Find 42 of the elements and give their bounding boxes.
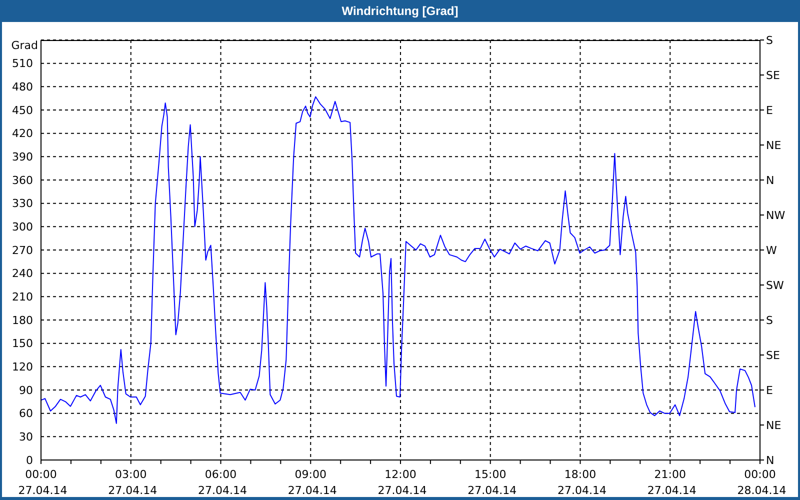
- x-tick-label: 15:00 27.04.14: [464, 468, 517, 497]
- x-tick-label: 21:00 27.04.14: [644, 468, 696, 497]
- y-tick-label: 450: [12, 104, 33, 117]
- y-tick-label: 180: [12, 314, 33, 327]
- y-tick-label: 270: [12, 244, 33, 257]
- y-tick-label: 390: [12, 150, 33, 164]
- x-tick-label: 03:00 27.04.14: [104, 468, 158, 497]
- y-tick-label: 150: [12, 337, 33, 350]
- category-label: W: [766, 244, 777, 257]
- chart-title: Windrichtung [Grad]: [340, 3, 460, 20]
- category-label: S: [766, 34, 773, 47]
- y-tick-label: 360: [12, 174, 33, 187]
- category-label: NW: [766, 208, 786, 222]
- x-tick-label: 09:00 27.04.14: [284, 468, 337, 497]
- x-tick-label: 00:00 27.04.14: [14, 468, 68, 497]
- x-tick-label: 06:00 27.04.14: [194, 468, 247, 497]
- category-label: E: [766, 384, 773, 397]
- y-tick-label: 420: [12, 127, 33, 140]
- y-tick-label: 30: [19, 430, 33, 444]
- x-tick-label: 00:00 28.04.14: [734, 468, 786, 497]
- category-label: N: [766, 454, 774, 467]
- y-tick-label: 90: [19, 384, 33, 397]
- y-axis-title: Grad: [11, 39, 38, 52]
- category-label: SE: [766, 68, 780, 82]
- y-tick-label: 330: [12, 197, 33, 210]
- category-label: E: [766, 104, 773, 117]
- y-tick-label: 0: [26, 454, 33, 467]
- category-label: SE: [766, 348, 780, 362]
- y-tick-label: 240: [12, 267, 33, 280]
- y-tick-label: 120: [12, 360, 33, 374]
- y-tick-label: 60: [19, 407, 33, 420]
- category-label: SW: [766, 278, 784, 292]
- category-label: N: [766, 174, 774, 187]
- x-tick-label: 18:00 27.04.14: [554, 468, 606, 497]
- y-tick-label: 300: [12, 220, 33, 234]
- y-tick-label: 480: [12, 80, 33, 94]
- x-tick-label: 12:00 27.04.14: [374, 468, 427, 497]
- category-label: NE: [766, 138, 782, 152]
- y-tick-label: 510: [12, 57, 33, 70]
- y-tick-label: 210: [12, 290, 33, 304]
- category-label: NE: [766, 418, 782, 432]
- category-label: S: [766, 314, 773, 327]
